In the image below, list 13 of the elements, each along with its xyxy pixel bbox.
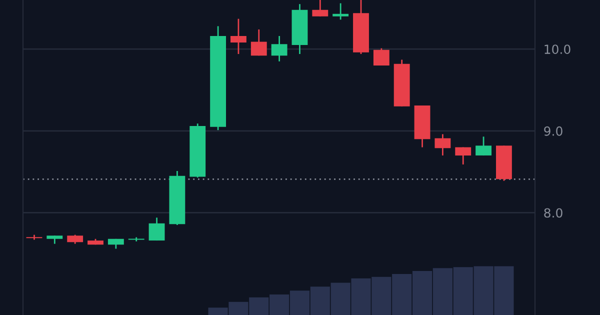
candlestick (230, 18, 246, 55)
y-tick-label: 9.0 (544, 126, 562, 136)
candlestick (434, 133, 451, 156)
candlestick (271, 35, 288, 62)
candlestick (476, 136, 492, 156)
candlestick (312, 0, 328, 18)
y-tick-label: 10.0 (544, 44, 570, 54)
candlestick (148, 216, 165, 242)
candlestick (332, 2, 349, 20)
candlestick (455, 146, 472, 166)
y-tick-label: 8.0 (544, 208, 562, 218)
candlestick (373, 48, 390, 66)
candlestick (250, 28, 267, 56)
